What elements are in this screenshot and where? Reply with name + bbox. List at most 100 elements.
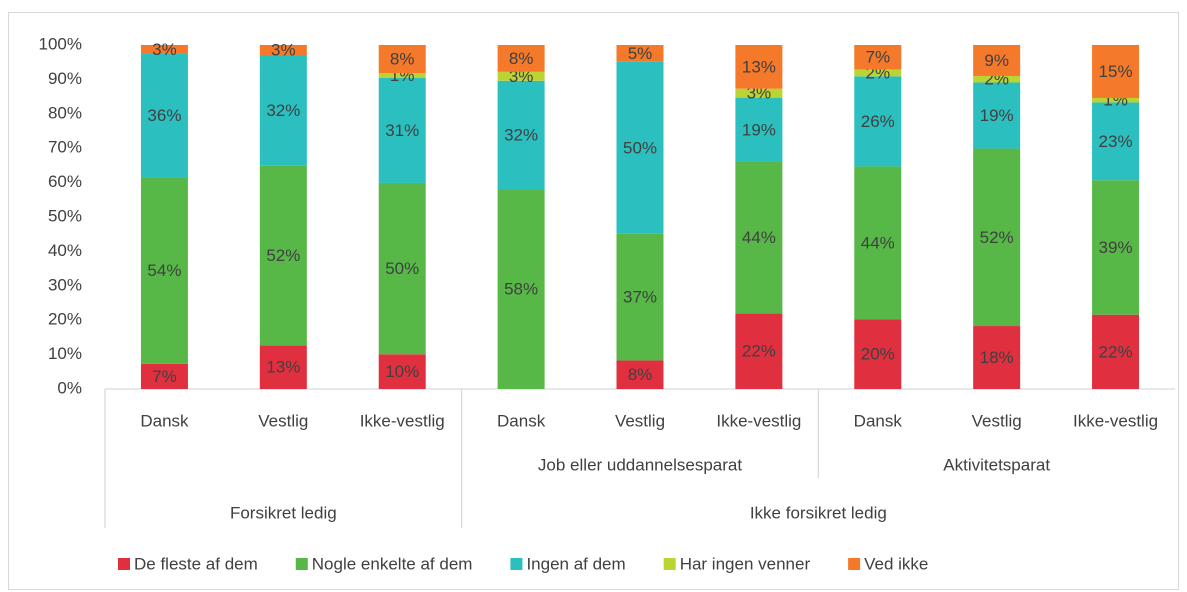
x-tick-label: Dansk <box>854 411 903 430</box>
y-tick-label: 80% <box>48 103 82 122</box>
legend-label: Nogle enkelte af dem <box>312 554 473 573</box>
data-label: 31% <box>385 121 419 140</box>
bar-segment <box>1092 314 1140 389</box>
x-tick-label: Vestlig <box>615 411 665 430</box>
bar-segment <box>854 45 902 70</box>
bar-segment <box>973 82 1021 149</box>
data-label: 9% <box>984 51 1009 70</box>
bar-segment <box>140 45 188 54</box>
data-label: 13% <box>266 358 300 377</box>
bar-segment <box>1092 45 1140 98</box>
data-label: 3% <box>271 40 296 59</box>
subgroup-label: Job eller uddannelsesparat <box>538 455 742 474</box>
bar-segment <box>378 354 426 389</box>
x-tick-label: Vestlig <box>972 411 1022 430</box>
y-tick-label: 50% <box>48 206 82 225</box>
y-tick-label: 60% <box>48 172 82 191</box>
legend-label: Ved ikke <box>864 554 928 573</box>
bar-segment <box>616 233 664 361</box>
bar-segment <box>1092 97 1140 103</box>
bar-segment <box>735 161 783 314</box>
subgroup-label: Aktivitetsparat <box>943 455 1050 474</box>
legend-swatch <box>118 558 130 570</box>
data-label: 52% <box>980 228 1014 247</box>
y-tick-label: 0% <box>57 378 82 397</box>
data-label: 37% <box>623 288 657 307</box>
group-label: Ikke forsikret ledig <box>750 503 887 522</box>
data-label: 7% <box>865 48 890 67</box>
data-label: 50% <box>623 138 657 157</box>
x-tick-label: Dansk <box>497 411 546 430</box>
bar-segment <box>497 71 545 81</box>
data-label: 8% <box>509 49 534 68</box>
data-label: 22% <box>742 342 776 361</box>
bar-segment <box>1092 180 1140 315</box>
legend-label: Ingen af dem <box>526 554 625 573</box>
data-label: 36% <box>147 106 181 125</box>
y-tick-label: 90% <box>48 69 82 88</box>
data-label: 32% <box>266 101 300 120</box>
bar-segment <box>735 313 783 389</box>
data-label: 23% <box>1099 132 1133 151</box>
x-tick-label: Ikke-vestlig <box>360 411 445 430</box>
bar-segment <box>1092 102 1140 181</box>
y-tick-label: 10% <box>48 344 82 363</box>
bar-segment <box>378 45 426 74</box>
data-label: 10% <box>385 362 419 381</box>
bar-segment <box>973 148 1021 327</box>
y-tick-label: 30% <box>48 275 82 294</box>
y-tick-label: 70% <box>48 138 82 157</box>
bar-segment <box>378 73 426 78</box>
bar-segment <box>616 61 664 234</box>
y-tick-label: 100% <box>39 34 82 53</box>
y-tick-label: 20% <box>48 310 82 329</box>
data-label: 26% <box>861 112 895 131</box>
data-label: 32% <box>504 126 538 145</box>
data-label: 8% <box>390 50 415 69</box>
data-label: 22% <box>1099 342 1133 361</box>
data-label: 18% <box>980 348 1014 367</box>
group-label: Forsikret ledig <box>230 503 337 522</box>
bar-segment <box>735 45 783 89</box>
data-label: 19% <box>980 106 1014 125</box>
data-label: 20% <box>861 345 895 364</box>
x-tick-label: Ikke-vestlig <box>716 411 801 430</box>
bar-segment <box>497 80 545 190</box>
bar-segment <box>973 75 1021 83</box>
legend-swatch <box>663 558 676 570</box>
bar-segment <box>378 182 426 355</box>
legend-label: Har ingen venner <box>680 554 811 573</box>
bar-segment <box>497 45 545 72</box>
bar-segment <box>973 45 1021 76</box>
x-tick-label: Ikke-vestlig <box>1073 411 1158 430</box>
bar-segment <box>735 88 783 98</box>
data-label: 3% <box>152 40 177 59</box>
y-tick-label: 40% <box>48 241 82 260</box>
data-label: 52% <box>266 246 300 265</box>
bar-segment <box>140 177 188 364</box>
data-label: 15% <box>1099 62 1133 81</box>
bar-segment <box>973 326 1021 389</box>
legend-swatch <box>510 558 523 570</box>
bar-segment <box>259 345 307 389</box>
bar-segment <box>259 165 307 346</box>
bar-segment <box>259 45 307 55</box>
x-tick-label: Vestlig <box>258 411 308 430</box>
x-tick-label: Dansk <box>140 411 189 430</box>
bar-segment <box>854 69 902 77</box>
bar-segment <box>497 189 545 389</box>
legend-swatch <box>848 558 861 570</box>
bar-segment <box>854 319 902 389</box>
bar-segment <box>616 360 664 389</box>
data-label: 50% <box>385 259 419 278</box>
bar-segment <box>616 45 664 62</box>
data-label: 13% <box>742 57 776 76</box>
bar-segment <box>735 97 783 162</box>
data-label: 7% <box>152 367 177 386</box>
data-label: 44% <box>861 233 895 252</box>
legend-swatch <box>295 558 308 570</box>
bar-segment <box>259 54 307 166</box>
bar-segment <box>854 76 902 167</box>
bar-segment <box>140 363 188 389</box>
data-label: 5% <box>628 44 653 63</box>
